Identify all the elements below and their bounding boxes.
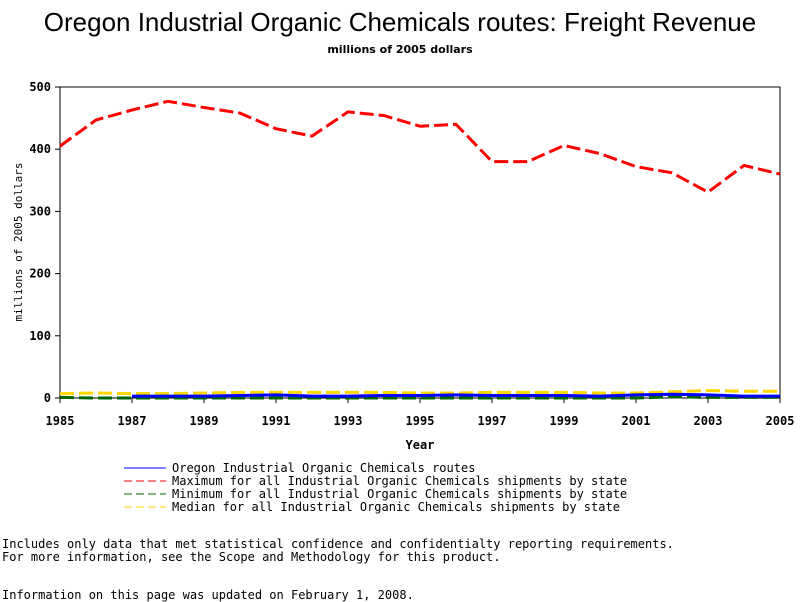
- series-line-2: [59, 395, 780, 400]
- y-tick-label: 300: [29, 204, 51, 218]
- x-tick-label: 1989: [190, 414, 219, 428]
- x-tick-label: 1993: [334, 414, 363, 428]
- legend-label: Minimum for all Industrial Organic Chemi…: [172, 487, 627, 501]
- x-tick-label: 1995: [406, 414, 435, 428]
- y-axis-label: millions of 2005 dollars: [12, 163, 25, 322]
- x-tick-label: 1987: [118, 414, 147, 428]
- methodology-note: For more information, see the Scope and …: [2, 550, 501, 564]
- y-tick-label: 100: [29, 329, 51, 343]
- series-line-1: [59, 99, 781, 194]
- legend-label: Median for all Industrial Organic Chemic…: [172, 500, 620, 514]
- update-note: Information on this page was updated on …: [2, 588, 414, 602]
- series-line-3: [59, 389, 780, 396]
- x-tick-label: 1991: [262, 414, 291, 428]
- y-tick-label: 200: [29, 267, 51, 281]
- x-axis: 1985 1987 1989 1991 1993 1995 1997 1999 2001 2003…: [46, 398, 795, 428]
- x-axis-label: Year: [406, 438, 435, 452]
- confidence-note: Includes only data that met statistical …: [2, 537, 674, 551]
- y-axis: 0 100 200 300 400 500: [29, 80, 60, 405]
- legend: Oregon Industrial Organic Chemicals rout…: [124, 461, 627, 514]
- x-tick-label: 2003: [694, 414, 723, 428]
- x-tick-label: 1985: [46, 414, 75, 428]
- legend-label: Maximum for all Industrial Organic Chemi…: [172, 474, 627, 488]
- chart-title: Oregon Industrial Organic Chemicals rout…: [44, 7, 756, 37]
- y-tick-label: 400: [29, 142, 51, 156]
- y-tick-label: 0: [44, 391, 51, 405]
- plot-area-frame: [59, 86, 781, 399]
- x-tick-label: 1999: [550, 414, 579, 428]
- x-tick-label: 1997: [478, 414, 507, 428]
- x-tick-label: 2005: [766, 414, 795, 428]
- x-tick-label: 2001: [622, 414, 651, 428]
- chart-subtitle: millions of 2005 dollars: [327, 43, 473, 56]
- series-layer: [59, 99, 781, 400]
- series-line-0: [132, 392, 780, 398]
- legend-label: Oregon Industrial Organic Chemicals rout…: [172, 461, 475, 475]
- y-tick-label: 500: [29, 80, 51, 94]
